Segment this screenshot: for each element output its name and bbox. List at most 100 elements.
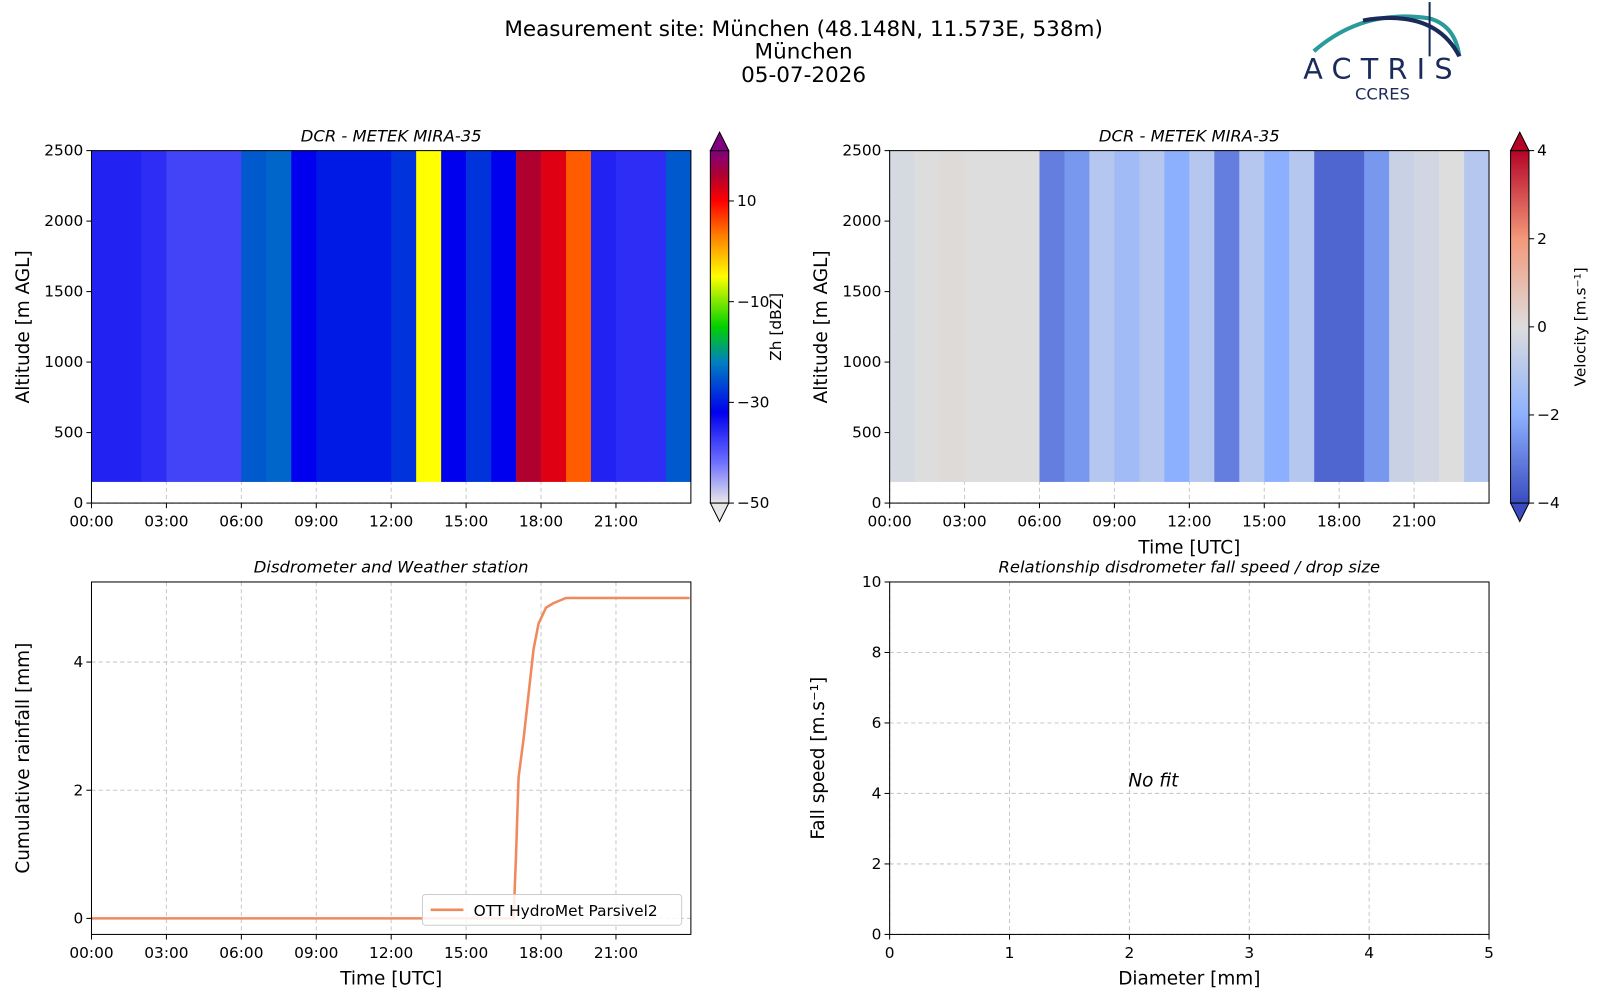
panel: Relationship disdrometer fall speed / dr… bbox=[808, 558, 1494, 990]
x-tick-label: 18:00 bbox=[519, 513, 563, 531]
x-tick-label: 2 bbox=[1125, 944, 1135, 962]
heat-cell bbox=[166, 150, 192, 482]
x-tick-label: 21:00 bbox=[594, 944, 638, 962]
heat-cell bbox=[640, 150, 667, 482]
x-tick-label: 1 bbox=[1005, 944, 1015, 962]
header-line: 05-07-2026 bbox=[741, 63, 866, 88]
heat-cell bbox=[1064, 150, 1090, 482]
logo-arc bbox=[1362, 15, 1462, 58]
heat-cell bbox=[366, 150, 392, 482]
y-tick-label: 4 bbox=[872, 785, 882, 803]
heat-cell bbox=[1289, 150, 1315, 482]
colorbar-tick-label: 0 bbox=[1537, 318, 1547, 336]
logo-arc bbox=[1312, 14, 1462, 57]
heat-cell bbox=[590, 150, 617, 482]
panel: DCR - METEK MIRA-35 00:00 03:00 06:00 09:00 1… bbox=[811, 126, 1589, 558]
colorbar-extension bbox=[709, 502, 730, 523]
heat-cell bbox=[1114, 150, 1140, 482]
x-axis-label: Time [UTC] bbox=[339, 969, 442, 990]
heat-cell bbox=[566, 150, 592, 482]
colorbar-label: Velocity [m.s⁻¹] bbox=[1571, 267, 1589, 386]
x-axis-label: Diameter [mm] bbox=[1118, 969, 1260, 990]
heat-cell bbox=[241, 150, 267, 482]
y-tick-label: 2 bbox=[872, 855, 882, 873]
colorbar-tick-label: 10 bbox=[737, 192, 757, 210]
heat-cell bbox=[341, 150, 367, 482]
heat-cell bbox=[1039, 150, 1065, 482]
y-tick-label: 2500 bbox=[44, 142, 83, 160]
heat-cell bbox=[939, 150, 965, 482]
plot-frame bbox=[889, 581, 1490, 935]
heat-cell bbox=[391, 150, 417, 482]
header-line: Measurement site: München (48.148N, 11.5… bbox=[504, 17, 1103, 42]
x-tick-label: 5 bbox=[1484, 944, 1494, 962]
x-tick-label: 15:00 bbox=[444, 944, 488, 962]
colorbar bbox=[709, 150, 730, 504]
plot-frame bbox=[90, 150, 692, 504]
colorbar bbox=[1510, 150, 1530, 504]
chart-title: DCR - METEK MIRA-35 bbox=[301, 126, 482, 145]
heat-cell bbox=[1339, 150, 1365, 482]
legend-label: OTT HydroMet Parsivel2 bbox=[474, 902, 658, 920]
heat-cell bbox=[216, 150, 242, 482]
y-axis-label: Altitude [m AGL] bbox=[811, 250, 832, 403]
y-tick-label: 2000 bbox=[842, 212, 881, 230]
panel: Disdrometer and Weather station 00:00 03:0… bbox=[13, 558, 692, 990]
x-tick-label: 12:00 bbox=[369, 513, 413, 531]
header-line: München bbox=[755, 39, 853, 64]
y-tick-label: 10 bbox=[862, 573, 882, 591]
heat-cell bbox=[291, 150, 317, 482]
heat-cell bbox=[1439, 150, 1465, 482]
heat-cell bbox=[1139, 150, 1165, 482]
colorbar-tick-label: −10 bbox=[737, 293, 769, 311]
heat-cell bbox=[1164, 150, 1190, 482]
x-tick-label: 00:00 bbox=[69, 513, 113, 531]
colorbar-extension bbox=[1509, 502, 1530, 523]
y-axis-label: Fall speed [m.s⁻¹] bbox=[808, 677, 829, 840]
heat-cell bbox=[91, 150, 117, 482]
x-tick-label: 12:00 bbox=[1167, 513, 1211, 531]
x-tick-label: 21:00 bbox=[1392, 513, 1436, 531]
y-tick-label: 1500 bbox=[842, 283, 881, 301]
heat-cell bbox=[964, 150, 990, 482]
x-tick-label: 15:00 bbox=[1242, 513, 1286, 531]
x-tick-label: 18:00 bbox=[519, 944, 563, 962]
heat-cell bbox=[989, 150, 1015, 482]
x-tick-label: 06:00 bbox=[219, 944, 263, 962]
y-tick-label: 4 bbox=[74, 653, 84, 671]
y-tick-label: 6 bbox=[872, 714, 882, 732]
colorbar-tick-label: 2 bbox=[1537, 230, 1547, 248]
legend: OTT HydroMet Parsivel2 bbox=[421, 893, 683, 926]
heat-cell bbox=[665, 150, 692, 482]
y-tick-label: 1000 bbox=[842, 353, 881, 371]
x-tick-label: 06:00 bbox=[219, 513, 263, 531]
heat-cell bbox=[1189, 150, 1215, 482]
heat-cell bbox=[266, 150, 292, 482]
colorbar-extension bbox=[709, 131, 730, 152]
heat-cell bbox=[141, 150, 167, 482]
y-tick-label: 0 bbox=[872, 494, 882, 512]
x-tick-label: 3 bbox=[1244, 944, 1254, 962]
x-tick-label: 18:00 bbox=[1317, 513, 1361, 531]
x-tick-label: 09:00 bbox=[294, 513, 338, 531]
x-tick-label: 09:00 bbox=[294, 944, 338, 962]
chart-title: Disdrometer and Weather station bbox=[254, 558, 529, 577]
y-tick-label: 0 bbox=[872, 926, 882, 944]
x-tick-label: 03:00 bbox=[144, 513, 188, 531]
y-axis-label: Altitude [m AGL] bbox=[13, 250, 34, 403]
heat-cell bbox=[316, 150, 342, 482]
chart-title: DCR - METEK MIRA-35 bbox=[1099, 126, 1280, 145]
colorbar-extension bbox=[1509, 131, 1530, 152]
heat-cell bbox=[541, 150, 567, 482]
annotation: No fit bbox=[1128, 770, 1179, 791]
x-tick-label: 21:00 bbox=[594, 513, 638, 531]
y-tick-label: 1500 bbox=[44, 283, 83, 301]
logo-name: ACTRIS bbox=[1303, 52, 1462, 86]
heat-cell bbox=[1089, 150, 1115, 482]
y-tick-label: 0 bbox=[74, 910, 84, 928]
x-tick-label: 15:00 bbox=[444, 513, 488, 531]
heat-cell bbox=[491, 150, 517, 482]
chart-title: Relationship disdrometer fall speed / dr… bbox=[999, 558, 1381, 577]
x-tick-label: 4 bbox=[1364, 944, 1374, 962]
